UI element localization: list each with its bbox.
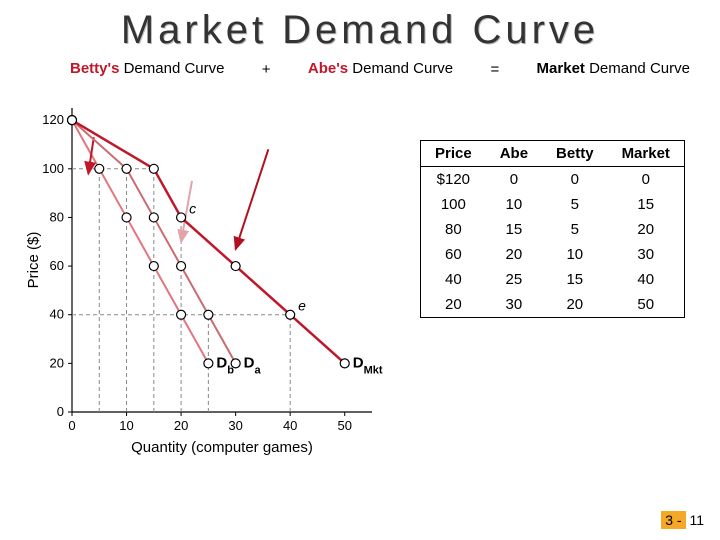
equals-sign: = — [484, 61, 505, 78]
svg-text:40: 40 — [283, 418, 297, 433]
table-cell: 15 — [608, 192, 685, 217]
table-cell: 10 — [486, 192, 542, 217]
table-cell: 30 — [608, 242, 685, 267]
labels-row: Betty's Demand Curve + Abe's Demand Curv… — [0, 61, 720, 78]
table-cell: 15 — [486, 217, 542, 242]
table-header-cell: Market — [608, 141, 685, 167]
svg-text:10: 10 — [119, 418, 133, 433]
label-abe: Abe's Demand Curve — [308, 61, 453, 78]
demand-table: PriceAbeBettyMarket $1200001001051580155… — [420, 140, 685, 318]
label-betty-highlight: Betty's — [70, 60, 119, 77]
svg-text:0: 0 — [68, 418, 75, 433]
table-cell: 0 — [542, 167, 608, 193]
table-cell: 30 — [486, 292, 542, 318]
svg-text:e: e — [298, 298, 306, 314]
slide-title: Market Demand Curve — [0, 0, 720, 57]
table-cell: 5 — [542, 217, 608, 242]
table-cell: $120 — [421, 167, 486, 193]
demand-chart: 0 20 40 60 80 100 120 0 10 20 30 40 50 Quantity (comp… — [24, 100, 384, 460]
table-cell: 80 — [421, 217, 486, 242]
svg-text:20: 20 — [50, 355, 64, 370]
table-row: 40251540 — [421, 267, 685, 292]
plus-sign: + — [256, 61, 277, 78]
label-market-highlight: Market — [537, 60, 585, 77]
table-cell: 40 — [421, 267, 486, 292]
svg-text:80: 80 — [50, 209, 64, 224]
table-cell: 50 — [608, 292, 685, 318]
label-abe-rest: Demand Curve — [348, 60, 453, 77]
table-cell: 0 — [608, 167, 685, 193]
svg-text:Da: Da — [244, 354, 262, 376]
table-cell: 20 — [486, 242, 542, 267]
table-header-cell: Price — [421, 141, 486, 167]
svg-text:100: 100 — [42, 161, 64, 176]
table-cell: 5 — [542, 192, 608, 217]
table-header-cell: Betty — [542, 141, 608, 167]
table-body: $120000100105158015520602010304025154020… — [421, 167, 685, 318]
svg-text:60: 60 — [50, 258, 64, 273]
table-row: $120000 — [421, 167, 685, 193]
label-betty: Betty's Demand Curve — [70, 61, 224, 78]
table-row: 20302050 — [421, 292, 685, 318]
table-header-cell: Abe — [486, 141, 542, 167]
footer-page: 11 — [689, 512, 704, 528]
label-market: Market Demand Curve — [537, 61, 690, 78]
table-cell: 0 — [486, 167, 542, 193]
svg-text:DMkt: DMkt — [353, 354, 383, 376]
slide-footer: 3 - 11 — [661, 512, 704, 528]
table-cell: 20 — [608, 217, 685, 242]
table-row: 60201030 — [421, 242, 685, 267]
svg-text:120: 120 — [42, 112, 64, 127]
svg-text:50: 50 — [337, 418, 351, 433]
table-cell: 60 — [421, 242, 486, 267]
table-cell: 25 — [486, 267, 542, 292]
label-abe-highlight: Abe's — [308, 60, 348, 77]
label-betty-rest: Demand Curve — [119, 60, 224, 77]
table-cell: 100 — [421, 192, 486, 217]
svg-text:40: 40 — [50, 307, 64, 322]
svg-text:30: 30 — [228, 418, 242, 433]
svg-text:20: 20 — [174, 418, 188, 433]
svg-text:Price ($): Price ($) — [25, 232, 42, 289]
table-cell: 10 — [542, 242, 608, 267]
label-market-rest: Demand Curve — [585, 60, 690, 77]
svg-text:0: 0 — [57, 404, 64, 419]
table-cell: 40 — [608, 267, 685, 292]
svg-text:Quantity (computer games): Quantity (computer games) — [131, 439, 313, 456]
footer-chapter: 3 - — [661, 511, 685, 529]
table-cell: 20 — [542, 292, 608, 318]
chart-svg: 0 20 40 60 80 100 120 0 10 20 30 40 50 Quantity (comp… — [24, 100, 384, 460]
table-row: 8015520 — [421, 217, 685, 242]
svg-text:c: c — [189, 200, 196, 216]
table-header-row: PriceAbeBettyMarket — [421, 141, 685, 167]
table-cell: 20 — [421, 292, 486, 318]
table-cell: 15 — [542, 267, 608, 292]
table-row: 10010515 — [421, 192, 685, 217]
